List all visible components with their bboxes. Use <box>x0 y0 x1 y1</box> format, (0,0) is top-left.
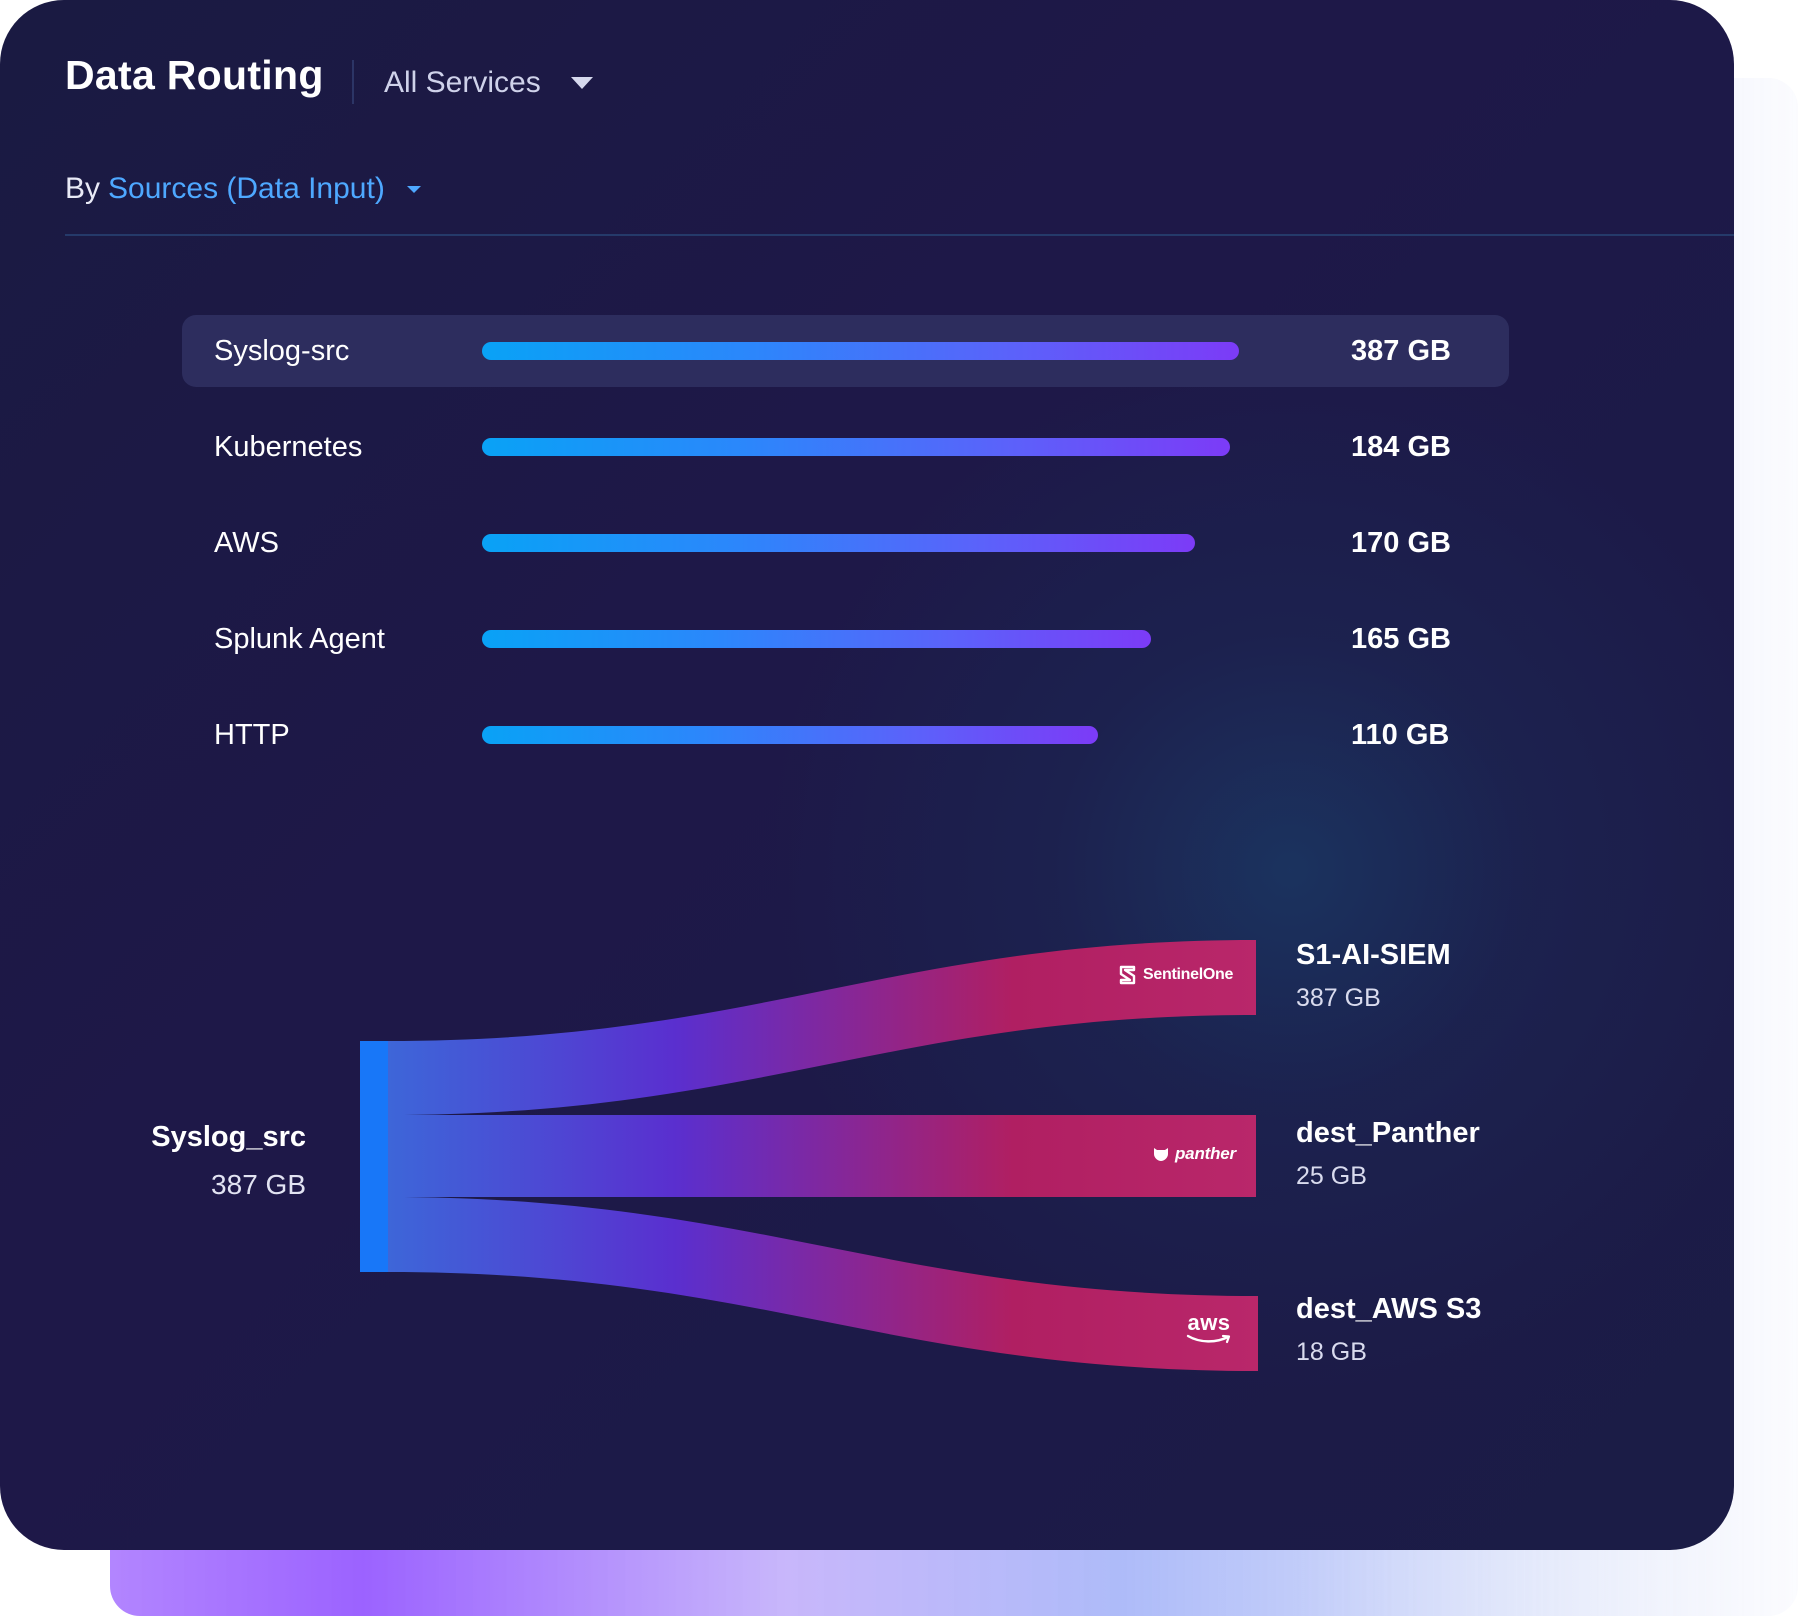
source-row-http[interactable]: HTTP 110 GB <box>182 699 1509 771</box>
destination-name: dest_Panther <box>1296 1117 1480 1149</box>
panther-logo: panther <box>1152 1144 1236 1164</box>
source-row-syslog-src[interactable]: Syslog-src 387 GB <box>182 315 1509 387</box>
panther-logo-icon <box>1154 1148 1168 1161</box>
source-name: AWS <box>214 527 279 559</box>
data-routing-card: Data Routing All Services By Sources (Da… <box>0 0 1734 1550</box>
source-node-syslog-src[interactable] <box>360 1041 388 1272</box>
source-volume-bar <box>482 630 1151 648</box>
aws-logo-text: aws <box>1187 1310 1231 1335</box>
flow-to-dest-aws-s3[interactable] <box>388 1197 1258 1371</box>
service-filter-label: All Services <box>384 66 541 99</box>
grouping-dropdown[interactable]: By Sources (Data Input) <box>65 172 421 206</box>
sentinelone-logo-icon <box>1119 965 1136 985</box>
routing-source-name: Syslog_src <box>151 1121 306 1153</box>
source-name: Syslog-src <box>214 335 350 367</box>
header-divider <box>352 60 354 104</box>
service-filter-dropdown[interactable]: All Services <box>384 62 593 104</box>
aws-logo-icon <box>1186 1334 1231 1344</box>
source-name: Kubernetes <box>214 431 363 463</box>
source-volume-bar <box>482 726 1098 744</box>
panther-logo-text: panther <box>1175 1144 1236 1163</box>
chevron-down-icon <box>570 77 593 89</box>
source-volume-value: 110 GB <box>1351 719 1450 751</box>
chevron-down-icon <box>406 185 421 193</box>
destination-value: 387 GB <box>1296 984 1381 1012</box>
sentinelone-logo-text: SentinelOne <box>1143 966 1234 983</box>
source-row-aws[interactable]: AWS 170 GB <box>182 507 1509 579</box>
source-row-kubernetes[interactable]: Kubernetes 184 GB <box>182 411 1509 483</box>
destination-name: dest_AWS S3 <box>1296 1293 1482 1325</box>
aws-logo: aws <box>1186 1312 1232 1344</box>
source-volume-bar <box>482 342 1239 360</box>
section-divider <box>65 234 1734 236</box>
source-volume-value: 387 GB <box>1351 335 1451 367</box>
destination-value: 25 GB <box>1296 1162 1367 1190</box>
destination-dest-aws-s3[interactable]: dest_AWS S3 18 GB <box>1296 1290 1481 1370</box>
source-row-splunk-agent[interactable]: Splunk Agent 165 GB <box>182 603 1509 675</box>
source-volume-value: 165 GB <box>1351 623 1451 655</box>
source-volume-bar <box>482 534 1195 552</box>
destination-name: S1-AI-SIEM <box>1296 939 1451 971</box>
routing-source-label: Syslog_src 387 GB <box>151 1117 306 1205</box>
grouping-prefix: By <box>65 172 101 205</box>
source-volume-value: 170 GB <box>1351 527 1451 559</box>
destination-s1-ai-siem[interactable]: S1-AI-SIEM 387 GB <box>1296 936 1451 1016</box>
source-name: HTTP <box>214 719 290 751</box>
destination-dest-panther[interactable]: dest_Panther 25 GB <box>1296 1114 1480 1194</box>
flow-to-dest-panther[interactable] <box>388 1115 1256 1197</box>
source-volume-bar <box>482 438 1230 456</box>
routing-source-value: 387 GB <box>211 1169 306 1200</box>
source-volume-value: 184 GB <box>1351 431 1451 463</box>
sentinelone-logo: SentinelOne <box>1118 964 1233 986</box>
source-name: Splunk Agent <box>214 623 385 655</box>
destination-value: 18 GB <box>1296 1338 1367 1366</box>
page-title: Data Routing <box>65 52 324 98</box>
flow-to-s1-ai-siem[interactable] <box>388 940 1256 1115</box>
grouping-selected: Sources (Data Input) <box>108 172 385 205</box>
